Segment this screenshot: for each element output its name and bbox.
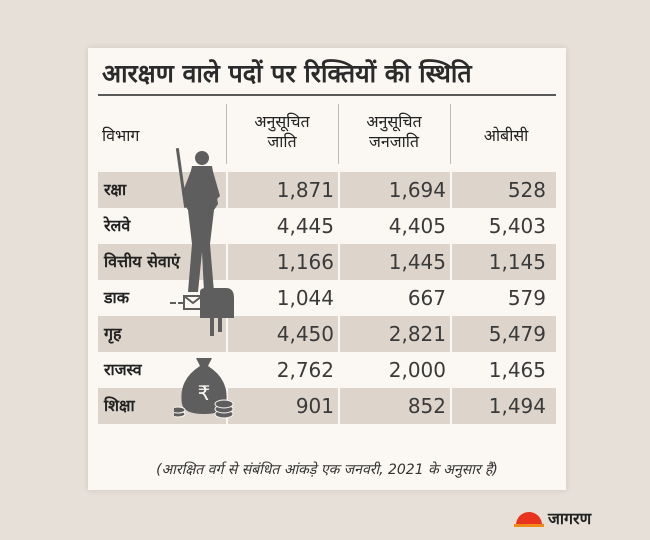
- column-separator: [338, 352, 340, 388]
- department-cell: रक्षा: [104, 180, 127, 199]
- obc-value-cell: 579: [507, 286, 546, 310]
- sc-value-cell: 1,044: [276, 286, 334, 310]
- column-separator: [338, 208, 340, 244]
- table-row: डाक 1,044 667 579: [98, 280, 556, 316]
- header-st-line1: अनुसूचित: [366, 112, 422, 131]
- table-row: शिक्षा 901 852 1,494: [98, 388, 556, 424]
- sc-value-cell: 4,450: [276, 322, 334, 346]
- header-department-label: विभाग: [102, 126, 140, 145]
- column-separator: [226, 316, 228, 352]
- column-separator: [226, 208, 228, 244]
- st-value-cell: 852: [407, 394, 446, 418]
- column-separator: [450, 208, 452, 244]
- st-value-cell: 2,821: [388, 322, 446, 346]
- header-sc-line1: अनुसूचित: [254, 112, 310, 131]
- header-divider: [450, 104, 451, 164]
- table-row: गृह 4,450 2,821 5,479: [98, 316, 556, 352]
- st-value-cell: 2,000: [388, 358, 446, 382]
- money-bag-icon: ₹: [174, 358, 234, 419]
- table-row: रेलवे 4,445 4,405 5,403: [98, 208, 556, 244]
- column-separator: [450, 316, 452, 352]
- header-divider: [226, 104, 227, 164]
- obc-value-cell: 1,494: [488, 394, 546, 418]
- column-separator: [338, 280, 340, 316]
- sunrise-logo-icon: [514, 512, 544, 527]
- column-separator: [338, 244, 340, 280]
- header-obc-label: ओबीसी: [483, 126, 529, 145]
- obc-value-cell: 1,465: [488, 358, 546, 382]
- st-value-cell: 667: [407, 286, 446, 310]
- obc-value-cell: 5,479: [488, 322, 546, 346]
- department-cell: गृह: [104, 324, 122, 343]
- header-divider: [338, 104, 339, 164]
- header-sc: अनुसूचित जाति: [226, 112, 338, 152]
- coins-icon: [174, 399, 234, 419]
- department-cell: रेलवे: [104, 216, 131, 235]
- table-title: आरक्षण वाले पदों पर रिक्तियों की स्थिति: [102, 59, 472, 88]
- table-row: राजस्व 2,762 2,000 1,465: [98, 352, 556, 388]
- mailbox-icon: [170, 288, 234, 336]
- sc-value-cell: 4,445: [276, 214, 334, 238]
- column-separator: [338, 388, 340, 424]
- obc-value-cell: 5,403: [488, 214, 546, 238]
- header-st-line2: जनजाति: [368, 132, 420, 151]
- svg-text:₹: ₹: [198, 381, 211, 405]
- column-separator: [450, 352, 452, 388]
- column-separator: [450, 172, 452, 208]
- jagran-logo: जागरण: [514, 506, 591, 530]
- sc-value-cell: 2,762: [276, 358, 334, 382]
- header-obc: ओबीसी: [450, 126, 562, 146]
- table-row: रक्षा 1,871 1,694 528: [98, 172, 556, 208]
- column-separator: [450, 280, 452, 316]
- column-separator: [226, 352, 228, 388]
- footnote: (आरक्षित वर्ग से संबंधित आंकड़े एक जनवरी…: [156, 462, 498, 478]
- department-cell: डाक: [104, 288, 129, 307]
- header-sc-line2: जाति: [267, 132, 297, 151]
- column-separator: [226, 244, 228, 280]
- department-cell: शिक्षा: [104, 396, 135, 415]
- title-divider: [98, 94, 556, 96]
- obc-value-cell: 528: [507, 178, 546, 202]
- sc-value-cell: 1,871: [276, 178, 334, 202]
- soldier-silhouette-icon: [175, 148, 220, 292]
- st-value-cell: 4,405: [388, 214, 446, 238]
- column-separator: [338, 316, 340, 352]
- sc-value-cell: 901: [295, 394, 334, 418]
- obc-value-cell: 1,145: [488, 250, 546, 274]
- department-cell: वित्तीय सेवाएं: [104, 252, 180, 271]
- column-separator: [450, 388, 452, 424]
- logo-text: जागरण: [548, 509, 592, 528]
- sc-value-cell: 1,166: [276, 250, 334, 274]
- department-cell: राजस्व: [104, 360, 142, 379]
- st-value-cell: 1,445: [388, 250, 446, 274]
- header-department: विभाग: [102, 126, 212, 146]
- table-row: वित्तीय सेवाएं 1,166 1,445 1,145: [98, 244, 556, 280]
- header-st: अनुसूचित जनजाति: [338, 112, 450, 152]
- st-value-cell: 1,694: [388, 178, 446, 202]
- column-separator: [338, 172, 340, 208]
- table-card: आरक्षण वाले पदों पर रिक्तियों की स्थिति …: [88, 48, 566, 490]
- column-separator: [450, 244, 452, 280]
- column-separator: [226, 172, 228, 208]
